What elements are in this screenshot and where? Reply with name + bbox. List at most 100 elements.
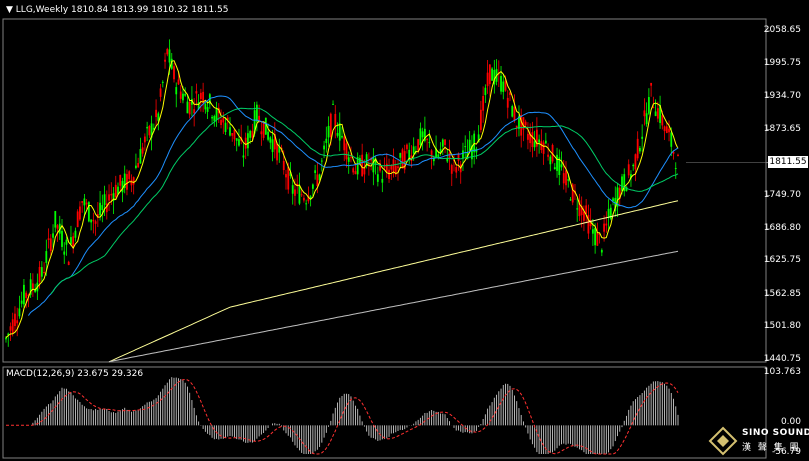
candle-body	[38, 266, 41, 283]
candle-body	[486, 72, 489, 87]
candle-body	[260, 131, 263, 135]
candle-body	[276, 143, 278, 161]
price-tick-label: 1625.75	[763, 255, 801, 266]
candle-body	[99, 202, 101, 215]
candle-body	[524, 121, 527, 126]
candle-body	[482, 96, 485, 111]
candle-body	[320, 160, 323, 162]
candle-body	[135, 165, 137, 168]
candle-body	[437, 154, 440, 158]
candle-body	[583, 211, 585, 221]
candle-body	[643, 110, 646, 117]
candle-body	[428, 142, 431, 144]
price-tick-label: 1934.70	[763, 90, 801, 101]
candle-body	[668, 128, 670, 133]
price-tick-label: 1562.85	[763, 288, 801, 299]
candle-body	[173, 66, 175, 80]
candle-body	[612, 198, 614, 202]
candle-body	[247, 133, 249, 149]
candle-body	[296, 183, 299, 186]
current-price-tag: 1811.55	[768, 156, 808, 168]
price-tick-label: 1749.70	[763, 189, 801, 200]
candle-body	[94, 221, 97, 224]
candle-body	[522, 117, 525, 130]
candle-body	[105, 203, 108, 213]
candle-body	[238, 139, 240, 146]
candle-body	[367, 163, 370, 166]
candle-body	[14, 313, 16, 326]
candle-body	[43, 271, 45, 273]
candle-body	[166, 48, 169, 55]
candle-body	[141, 147, 144, 154]
candle-body	[513, 106, 516, 121]
candle-body	[630, 174, 632, 179]
candle-body	[444, 139, 446, 146]
candle-body	[547, 154, 549, 157]
candle-body	[647, 97, 650, 114]
candle-body	[251, 130, 254, 138]
candle-body	[665, 126, 668, 133]
candle-body	[300, 194, 303, 196]
candle-body	[184, 93, 187, 96]
candle-body	[477, 134, 480, 143]
price-tick-label: 1873.65	[763, 123, 801, 134]
candle-body	[61, 230, 63, 247]
candle-body	[132, 177, 135, 185]
candle-body	[164, 59, 166, 62]
candle-body	[7, 333, 10, 336]
candle-body	[479, 109, 482, 130]
candle-body	[448, 152, 451, 159]
candle-body	[627, 164, 630, 176]
ma-slowest-line	[108, 250, 679, 363]
candle-body	[314, 170, 317, 173]
candle-body	[553, 167, 556, 169]
candle-body	[329, 113, 332, 138]
candle-body	[670, 132, 673, 147]
candle-body	[81, 201, 84, 203]
candle-body	[401, 149, 404, 169]
candle-body	[70, 237, 72, 245]
candle-body	[645, 113, 648, 125]
price-tick-label: 1686.80	[763, 222, 801, 233]
candle-body	[126, 174, 128, 190]
macd-signal-line	[6, 378, 679, 455]
candle-body	[170, 58, 173, 69]
candle-body	[674, 168, 677, 170]
candle-body	[334, 113, 337, 127]
candle-body	[121, 180, 124, 193]
candle-body	[316, 174, 319, 187]
candle-body	[359, 157, 361, 164]
candle-body	[585, 205, 588, 214]
candle-body	[285, 174, 287, 178]
candle-body	[255, 104, 258, 122]
candle-body	[289, 172, 292, 176]
candle-body	[40, 267, 43, 277]
candle-body	[54, 211, 57, 228]
candle-body	[278, 146, 281, 153]
candle-body	[385, 163, 388, 173]
candle-body	[488, 64, 491, 85]
collapse-arrow-icon[interactable]: ▼	[6, 5, 13, 15]
candle-body	[421, 131, 424, 138]
candle-body	[580, 205, 583, 216]
price-tick-label: 1440.75	[763, 354, 801, 364]
candle-body	[193, 109, 196, 114]
candle-body	[618, 187, 621, 199]
candle-body	[96, 214, 99, 218]
candle-body	[439, 149, 442, 154]
candle-body	[92, 219, 95, 222]
candle-body	[168, 49, 171, 63]
candle-body	[383, 166, 386, 168]
ma-fast-line	[5, 60, 679, 338]
candle-body	[79, 206, 81, 220]
candle-body	[130, 179, 133, 186]
candle-body	[567, 179, 570, 181]
candle-body	[45, 251, 48, 263]
candle-body	[222, 118, 225, 123]
candle-body	[199, 92, 202, 100]
price-tick-label: 1995.75	[763, 58, 801, 69]
candle-body	[65, 239, 68, 245]
candle-body	[457, 154, 460, 161]
candle-body	[603, 223, 605, 232]
